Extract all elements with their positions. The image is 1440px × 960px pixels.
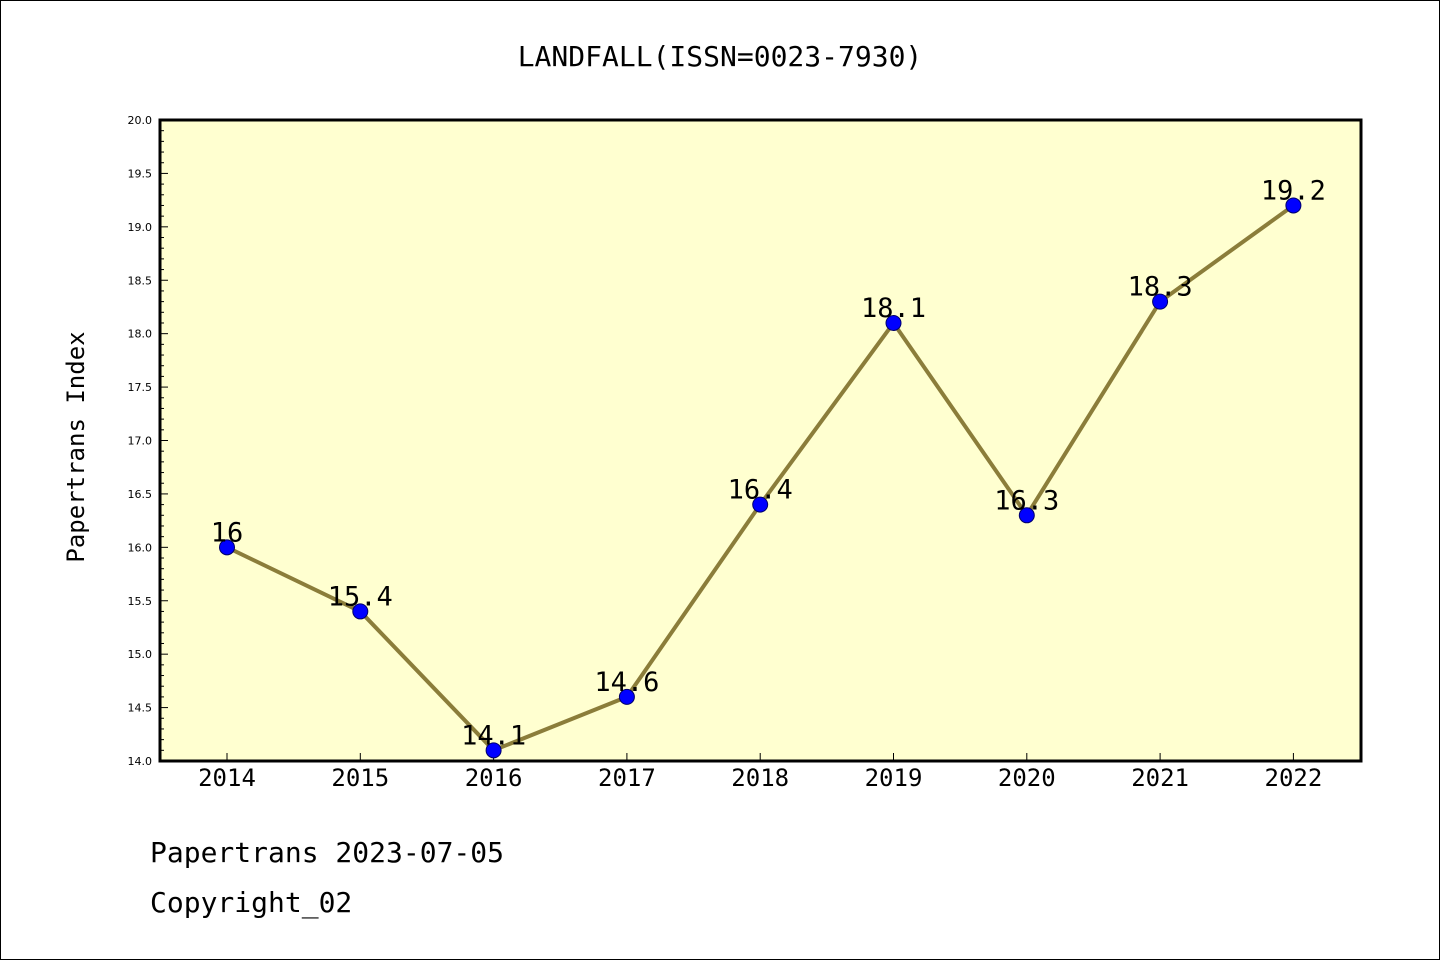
x-axis: 2014 2015 2016 2017 2018 2019 2020 2021 2022 <box>198 753 1322 792</box>
x-tick-label: 2021 <box>1131 764 1189 792</box>
y-tick-label: 20.0 <box>128 114 153 127</box>
data-point <box>885 314 902 331</box>
y-tick-label: 19.0 <box>128 221 153 234</box>
y-axis-label: Papertrans Index <box>62 331 90 562</box>
data-label: 14.6 <box>594 667 659 698</box>
data-point <box>618 688 635 705</box>
y-tick-label: 14.5 <box>128 702 153 715</box>
data-label: 14.1 <box>461 720 526 751</box>
plot-border <box>158 118 1363 763</box>
y-tick-label: 15.5 <box>128 595 153 608</box>
data-label: 16 <box>211 517 244 548</box>
data-label: 19.2 <box>1261 175 1326 206</box>
data-label: 15.4 <box>328 581 393 612</box>
x-tick-label: 2016 <box>465 764 523 792</box>
x-tick-label: 2014 <box>198 764 256 792</box>
y-tick-label: 15.0 <box>128 648 153 661</box>
x-tick-label: 2015 <box>331 764 389 792</box>
data-point <box>1152 293 1169 310</box>
data-point <box>752 496 769 513</box>
data-point <box>219 539 235 556</box>
y-tick-label: 14.0 <box>128 755 153 768</box>
data-label: 18.3 <box>1128 272 1193 303</box>
y-tick-label: 16.0 <box>128 541 153 554</box>
x-tick-label: 2020 <box>998 764 1056 792</box>
data-point <box>1285 197 1302 214</box>
data-point <box>1018 507 1035 524</box>
plot-area <box>160 120 1361 761</box>
y-tick-label: 17.5 <box>128 381 153 394</box>
y-tick-label: 17.0 <box>128 435 153 448</box>
y-tick-label: 19.5 <box>128 167 153 180</box>
chart-title: LANDFALL(ISSN=0023-7930) <box>518 40 923 73</box>
data-point <box>352 603 369 620</box>
series-layer: 16 15.4 14.1 14.6 16.4 18.1 16.3 18.3 19.2 <box>211 175 1326 759</box>
y-tick-label: 18.0 <box>128 328 153 341</box>
x-tick-label: 2019 <box>865 764 923 792</box>
data-label: 16.4 <box>728 475 793 506</box>
data-point <box>485 742 502 759</box>
footer-date: Papertrans 2023-07-05 <box>150 836 505 869</box>
data-label: 18.1 <box>861 293 926 324</box>
y-axis: 14.0 14.5 15.0 15.5 16.0 16.5 17.0 17.5 18.0 18.5… <box>128 114 168 768</box>
x-tick-label: 2022 <box>1265 764 1323 792</box>
footer-copyright: Copyright_02 <box>150 886 353 919</box>
x-tick-label: 2017 <box>598 764 656 792</box>
x-tick-label: 2018 <box>731 764 789 792</box>
y-tick-label: 16.5 <box>128 488 153 501</box>
data-label: 16.3 <box>994 485 1059 516</box>
y-tick-label: 18.5 <box>128 274 153 287</box>
